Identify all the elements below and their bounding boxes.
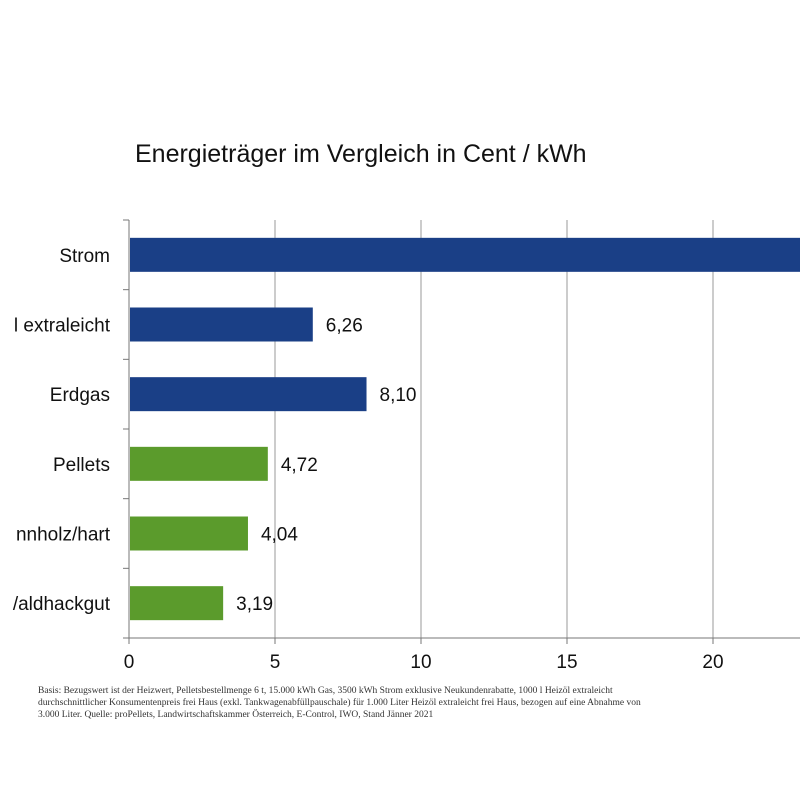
x-tick-label: 5	[270, 652, 281, 673]
axes	[123, 219, 800, 644]
x-tick-label: 0	[124, 652, 135, 673]
category-label: Erdgas	[50, 385, 110, 406]
category-label: Pellets	[53, 455, 110, 476]
footnote-line: Basis: Bezugswert ist der Heizwert, Pell…	[38, 686, 613, 696]
grid-lines	[274, 220, 714, 638]
data-label: 4,72	[281, 455, 318, 476]
chart-title: Energieträger im Vergleich in Cent / kWh	[135, 140, 587, 168]
bar	[130, 586, 224, 621]
labels: 0 5 10 15 20 Strom l extraleicht 6,26 Erdgas 8,10…	[13, 246, 724, 673]
data-label: 6,26	[326, 316, 363, 337]
x-tick-label: 20	[702, 652, 723, 673]
category-label: l extraleicht	[14, 316, 111, 337]
category-label: /aldhackgut	[13, 594, 111, 615]
x-tick-label: 15	[556, 652, 577, 673]
category-label: Strom	[59, 246, 110, 267]
bar	[130, 377, 367, 412]
bar	[130, 307, 313, 342]
footnote-line: 3.000 Liter. Quelle: proPellets, Landwir…	[38, 710, 434, 720]
data-label: 4,04	[261, 525, 298, 546]
x-tick-label: 10	[410, 652, 431, 673]
chart-footnote: Basis: Bezugswert ist der Heizwert, Pell…	[38, 685, 800, 721]
data-label: 8,10	[380, 385, 417, 406]
data-label: 3,19	[236, 594, 273, 615]
bar	[130, 446, 268, 481]
category-label: nnholz/hart	[16, 525, 111, 546]
footnote-line: durchschnittlicher Konsumentenpreis frei…	[38, 698, 641, 708]
bar	[130, 516, 248, 551]
bar	[130, 237, 800, 272]
bars	[130, 237, 800, 621]
